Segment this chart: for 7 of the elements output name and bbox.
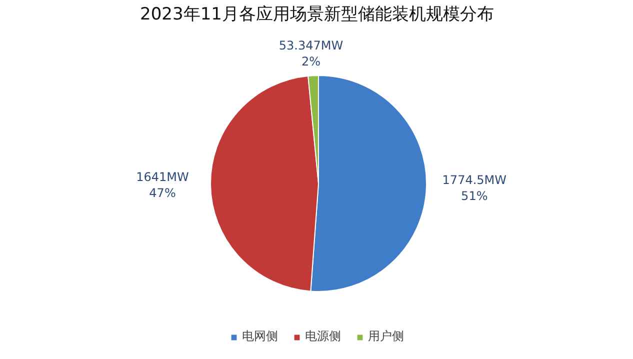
legend-label: 电网侧 [242, 328, 278, 345]
data-label: 1774.5MW 51% [442, 173, 507, 204]
data-label: 53.347MW 2% [278, 38, 344, 69]
data-label: 1641MW 47% [136, 170, 190, 200]
legend-label: 电源侧 [305, 328, 341, 345]
legend-label: 用户侧 [368, 328, 404, 345]
chart-title: 2023年11月各应用场景新型储能装机规模分布 [140, 4, 494, 24]
